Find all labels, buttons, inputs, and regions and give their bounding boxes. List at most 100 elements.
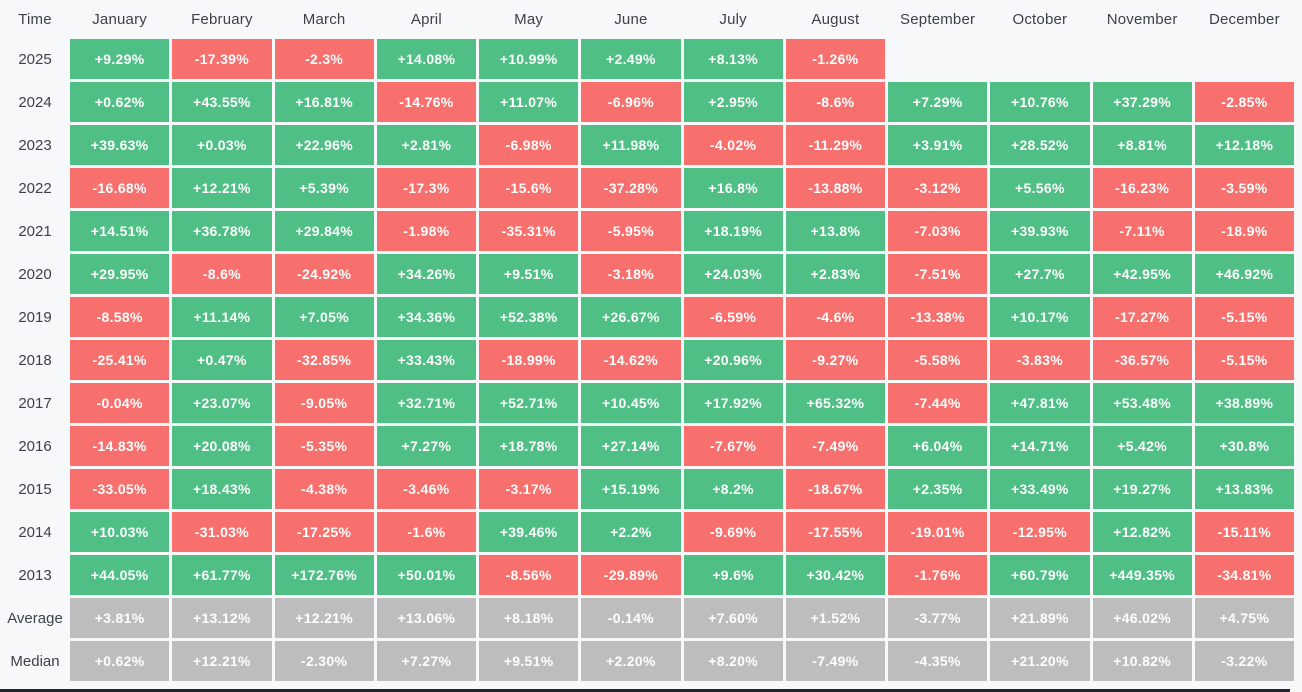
return-cell: -3.22% xyxy=(1194,641,1294,681)
row-2013: 2013 +44.05% +61.77% +172.76% +50.01% -8.56% -… xyxy=(3,555,1294,595)
return-cell: +8.2% xyxy=(683,469,783,509)
return-cell: +13.83% xyxy=(1194,469,1294,509)
return-cell: +10.17% xyxy=(990,297,1090,337)
row-2016: 2016 -14.83% +20.08% -5.35% +7.27% +18.78% +27… xyxy=(3,426,1294,466)
return-cell: +7.05% xyxy=(274,297,374,337)
return-cell: -34.81% xyxy=(1194,555,1294,595)
row-label-2020: 2020 xyxy=(18,265,52,283)
return-cell: -3.46% xyxy=(376,469,476,509)
return-cell: +52.71% xyxy=(479,383,579,423)
header-row: Time January February March April May June July… xyxy=(3,3,1294,36)
return-cell: +20.96% xyxy=(683,340,783,380)
return-cell: -12.95% xyxy=(990,512,1090,552)
return-cell: -3.83% xyxy=(990,340,1090,380)
return-cell: -4.38% xyxy=(274,469,374,509)
return-cell: +2.35% xyxy=(888,469,988,509)
time-column-header: Time xyxy=(18,11,52,28)
column-header-february: February xyxy=(191,11,253,28)
return-cell: -3.12% xyxy=(888,168,988,208)
return-cell: -4.6% xyxy=(785,297,885,337)
return-cell: +13.12% xyxy=(172,598,272,638)
column-header-june: June xyxy=(614,11,648,28)
row-2018: 2018 -25.41% +0.47% -32.85% +33.43% -18.99% -1… xyxy=(3,340,1294,380)
return-cell: +0.47% xyxy=(172,340,272,380)
return-cell: -33.05% xyxy=(70,469,170,509)
column-header-may: May xyxy=(514,11,544,28)
return-cell: -8.58% xyxy=(70,297,170,337)
return-cell: +43.55% xyxy=(172,82,272,122)
return-cell: +1.52% xyxy=(785,598,885,638)
return-cell: +2.83% xyxy=(785,254,885,294)
return-cell: +19.27% xyxy=(1092,469,1192,509)
return-cell: +24.03% xyxy=(683,254,783,294)
row-label-2024: 2024 xyxy=(18,93,52,111)
return-cell: -14.62% xyxy=(581,340,681,380)
return-cell: +8.81% xyxy=(1092,125,1192,165)
row-2017: 2017 -0.04% +23.07% -9.05% +32.71% +52.71% +10… xyxy=(3,383,1294,423)
return-cell: -2.30% xyxy=(274,641,374,681)
return-cell: +14.51% xyxy=(70,211,170,251)
return-cell: -17.39% xyxy=(172,39,272,79)
return-cell: +3.91% xyxy=(888,125,988,165)
return-cell: +5.39% xyxy=(274,168,374,208)
return-cell: +10.99% xyxy=(479,39,579,79)
return-cell: +10.82% xyxy=(1092,641,1192,681)
return-cell: -8.6% xyxy=(172,254,272,294)
return-cell: -4.02% xyxy=(683,125,783,165)
return-cell: +8.13% xyxy=(683,39,783,79)
return-cell: +7.27% xyxy=(376,426,476,466)
return-cell: +14.08% xyxy=(376,39,476,79)
horizontal-scrollbar-thumb[interactable] xyxy=(0,689,1290,692)
return-cell: +11.98% xyxy=(581,125,681,165)
return-cell: +52.38% xyxy=(479,297,579,337)
return-cell: -1.76% xyxy=(888,555,988,595)
return-cell: -14.76% xyxy=(376,82,476,122)
return-cell: -17.27% xyxy=(1092,297,1192,337)
table-body: 2025 +9.29% -17.39% -2.3% +14.08% +10.99% +2.4… xyxy=(3,39,1294,681)
return-cell: -17.55% xyxy=(785,512,885,552)
return-cell: +30.8% xyxy=(1194,426,1294,466)
return-cell: -8.56% xyxy=(479,555,579,595)
return-cell: +44.05% xyxy=(70,555,170,595)
return-cell: +10.03% xyxy=(70,512,170,552)
return-cell: -1.26% xyxy=(785,39,885,79)
return-cell: -3.18% xyxy=(581,254,681,294)
return-cell: -36.57% xyxy=(1092,340,1192,380)
return-cell: +65.32% xyxy=(785,383,885,423)
row-label-2013: 2013 xyxy=(18,566,52,584)
row-label-2022: 2022 xyxy=(18,179,52,197)
return-cell: +28.52% xyxy=(990,125,1090,165)
return-cell: -7.44% xyxy=(888,383,988,423)
row-2025: 2025 +9.29% -17.39% -2.3% +14.08% +10.99% +2.4… xyxy=(3,39,1294,79)
return-cell: +9.29% xyxy=(70,39,170,79)
return-cell: -0.04% xyxy=(70,383,170,423)
return-cell: -18.9% xyxy=(1194,211,1294,251)
return-cell: -7.51% xyxy=(888,254,988,294)
return-cell: -6.96% xyxy=(581,82,681,122)
return-cell: -35.31% xyxy=(479,211,579,251)
return-cell: -14.83% xyxy=(70,426,170,466)
return-cell: -16.23% xyxy=(1092,168,1192,208)
return-cell: +18.78% xyxy=(479,426,579,466)
row-2023: 2023 +39.63% +0.03% +22.96% +2.81% -6.98% +11.… xyxy=(3,125,1294,165)
return-cell: -7.11% xyxy=(1092,211,1192,251)
return-cell: -37.28% xyxy=(581,168,681,208)
return-cell: +12.21% xyxy=(172,168,272,208)
return-cell: -0.14% xyxy=(581,598,681,638)
return-cell: -7.49% xyxy=(785,426,885,466)
column-header-march: March xyxy=(302,11,346,28)
return-cell: -31.03% xyxy=(172,512,272,552)
return-cell: +36.78% xyxy=(172,211,272,251)
row-label-2017: 2017 xyxy=(18,394,52,412)
return-cell: +32.71% xyxy=(376,383,476,423)
row-label-2019: 2019 xyxy=(18,308,52,326)
return-cell: +12.18% xyxy=(1194,125,1294,165)
return-cell: -7.49% xyxy=(785,641,885,681)
empty-cell xyxy=(1093,39,1192,79)
return-cell: +46.92% xyxy=(1194,254,1294,294)
return-cell: +34.26% xyxy=(376,254,476,294)
row-label-median: Median xyxy=(10,652,60,670)
return-cell: +0.62% xyxy=(70,641,170,681)
column-header-april: April xyxy=(410,11,442,28)
